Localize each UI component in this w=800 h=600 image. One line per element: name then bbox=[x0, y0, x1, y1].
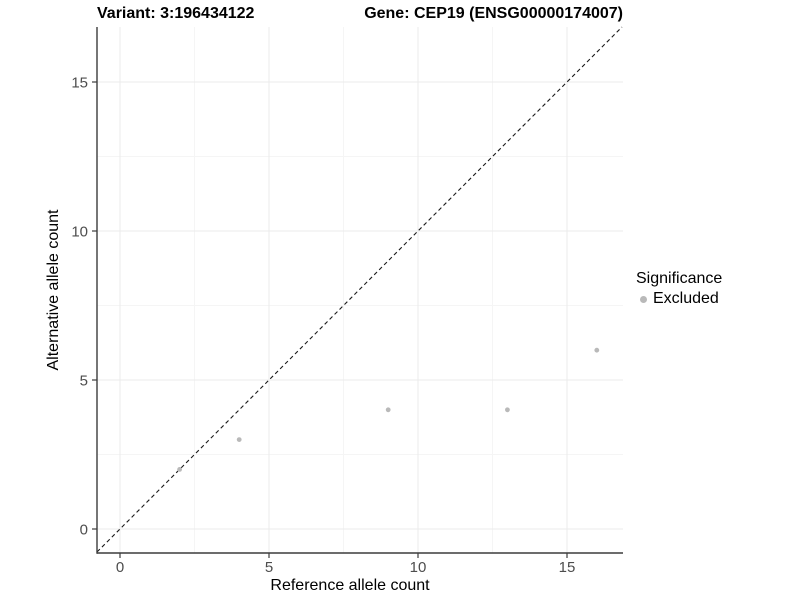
data-point bbox=[505, 407, 510, 413]
x-tick-label: 0 bbox=[116, 559, 124, 576]
legend-title: Significance bbox=[636, 270, 723, 287]
x-axis-label: Reference allele count bbox=[270, 577, 430, 594]
x-tick-label: 15 bbox=[559, 559, 576, 576]
plot-title-variant: Variant: 3:196434122 bbox=[97, 5, 255, 22]
identity-reference-line bbox=[96, 26, 623, 553]
legend-entry: Excluded bbox=[636, 289, 722, 309]
plot-titles: Variant: 3:196434122 Gene: CEP19 (ENSG00… bbox=[97, 5, 623, 23]
data-point bbox=[236, 437, 242, 442]
y-axis-label: Alternative allele count bbox=[45, 209, 62, 371]
y-tick-label: 15 bbox=[71, 75, 88, 92]
legend-point-icon bbox=[640, 295, 647, 303]
x-tick-label: 5 bbox=[265, 559, 273, 576]
data-point bbox=[385, 407, 391, 413]
data-point bbox=[594, 347, 600, 353]
legend-entry-label: Excluded bbox=[653, 290, 719, 307]
x-tick-label: 10 bbox=[410, 559, 427, 576]
data-point bbox=[177, 467, 183, 472]
legend: Significance Excluded bbox=[636, 269, 722, 309]
y-tick-label: 5 bbox=[80, 373, 88, 390]
plot-title-gene: Gene: CEP19 (ENSG00000174007) bbox=[364, 5, 623, 22]
chart-layer: 0 0 5 5 10 10 15 15 bbox=[71, 26, 623, 576]
y-tick-label: 0 bbox=[80, 522, 88, 539]
y-tick-label: 10 bbox=[71, 224, 88, 241]
